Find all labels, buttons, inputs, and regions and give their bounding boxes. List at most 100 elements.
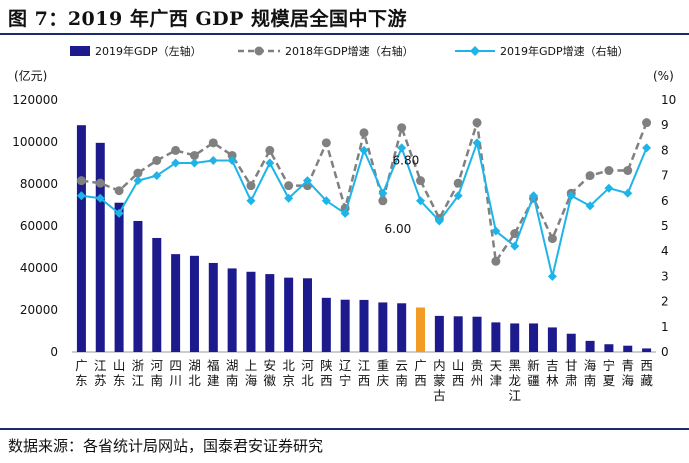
chart-legend: 2019年GDP（左轴） 2018年GDP增速（右轴） 2019年GDP增速（右… bbox=[70, 44, 629, 58]
right-y-tick-label: 3 bbox=[661, 269, 669, 283]
growth-2018-point bbox=[642, 118, 652, 128]
growth-2019-point bbox=[246, 196, 256, 206]
legend-marker-growth-2019 bbox=[470, 46, 480, 56]
chart-annotations: 6.80 6.00 bbox=[385, 154, 420, 236]
left-axis-unit: (亿元) bbox=[14, 68, 47, 83]
gdp-bar bbox=[265, 274, 275, 352]
gdp-bar bbox=[434, 315, 444, 352]
gdp-bar bbox=[566, 333, 576, 352]
gdp-bar bbox=[547, 327, 557, 352]
x-axis-label: 山东 bbox=[113, 358, 126, 388]
x-axis-label: 甘肃 bbox=[565, 358, 578, 388]
left-y-tick-label: 60000 bbox=[20, 219, 58, 233]
growth-2019-point bbox=[76, 191, 86, 201]
gdp-bar bbox=[302, 278, 312, 352]
growth-2019-point bbox=[642, 143, 652, 153]
gdp-bar bbox=[321, 297, 331, 352]
right-y-tick-label: 9 bbox=[661, 118, 669, 132]
x-axis-label: 陕西 bbox=[320, 358, 333, 388]
growth-2019-point bbox=[152, 171, 162, 181]
right-axis-unit: (%) bbox=[653, 69, 674, 83]
gdp-bar bbox=[208, 262, 218, 352]
x-axis-label: 新疆 bbox=[527, 358, 540, 388]
growth-2019-point bbox=[133, 176, 143, 186]
gdp-bar bbox=[623, 345, 633, 352]
x-axis-label: 北京 bbox=[282, 358, 295, 388]
growth-2018-point bbox=[265, 145, 275, 155]
gdp-bar bbox=[359, 299, 369, 352]
footer-divider bbox=[0, 428, 689, 430]
growth-2018-point bbox=[378, 196, 388, 206]
gdp-bar bbox=[416, 307, 426, 352]
left-y-tick-label: 80000 bbox=[20, 177, 58, 191]
x-axis-label: 江苏 bbox=[94, 358, 107, 388]
growth-2018-point bbox=[604, 166, 614, 176]
gdp-bar bbox=[642, 348, 652, 352]
gdp-bar bbox=[114, 202, 124, 352]
growth-2019-point bbox=[510, 241, 520, 251]
growth-2019-point bbox=[434, 216, 444, 226]
gdp-chart: 2019年GDP（左轴） 2018年GDP增速（右轴） 2019年GDP增速（右… bbox=[12, 44, 676, 403]
growth-2018-point bbox=[284, 181, 294, 191]
x-axis-label: 湖北 bbox=[188, 358, 201, 388]
growth-2019-point bbox=[566, 191, 576, 201]
legend-swatch-gdp-2019 bbox=[70, 46, 90, 56]
growth-2019-point bbox=[453, 191, 463, 201]
left-y-tick-label: 100000 bbox=[12, 135, 58, 149]
growth-2019-point bbox=[340, 208, 350, 218]
gdp-bar bbox=[585, 340, 595, 352]
x-axis-label: 四川 bbox=[169, 358, 182, 388]
growth-2018-point bbox=[491, 256, 501, 266]
right-y-tick-label: 2 bbox=[661, 295, 669, 309]
x-axis-label: 浙江 bbox=[132, 358, 145, 388]
growth-2019-point bbox=[416, 196, 426, 206]
gdp-bar bbox=[529, 323, 539, 352]
title-divider bbox=[0, 33, 689, 35]
growth-2018-point bbox=[397, 123, 407, 133]
x-axis-label: 贵州 bbox=[471, 358, 484, 388]
x-axis-label: 吉林 bbox=[546, 358, 559, 388]
x-axis-label: 广东 bbox=[75, 358, 88, 388]
right-y-tick-label: 5 bbox=[661, 219, 669, 233]
growth-2019-point bbox=[227, 155, 237, 165]
gdp-bar bbox=[472, 316, 482, 352]
left-y-axis: 0 20000 40000 60000 80000 100000 120000 bbox=[12, 93, 58, 359]
gdp-bar bbox=[152, 237, 162, 352]
growth-2018-point bbox=[321, 138, 331, 148]
left-y-tick-label: 20000 bbox=[20, 303, 58, 317]
annotation-growth-2018: 6.80 bbox=[393, 154, 420, 168]
growth-2019-point bbox=[284, 193, 294, 203]
legend-marker-growth-2018 bbox=[254, 46, 264, 56]
right-y-axis: 0 1 2 3 4 5 6 7 8 9 10 bbox=[661, 93, 676, 359]
growth-2019-point bbox=[114, 208, 124, 218]
x-axis-labels: 广东江苏山东浙江河南四川湖北福建湖南上海安徽北京河北陕西辽宁江西重庆云南广西内蒙… bbox=[75, 358, 653, 403]
right-y-tick-label: 4 bbox=[661, 244, 669, 258]
growth-2018-point bbox=[95, 178, 105, 188]
page-title: 图 7：2019 年广西 GDP 规模居全国中下游 bbox=[8, 8, 408, 30]
left-y-tick-label: 0 bbox=[50, 345, 58, 359]
growth-2019-point bbox=[321, 196, 331, 206]
left-y-tick-label: 40000 bbox=[20, 261, 58, 275]
growth-2018-point bbox=[547, 234, 557, 244]
growth-2018-series bbox=[76, 118, 652, 266]
growth-2018-point bbox=[359, 128, 369, 138]
gdp-bar bbox=[510, 323, 520, 352]
x-axis-label: 重庆 bbox=[377, 358, 390, 388]
growth-2018-point bbox=[416, 176, 426, 186]
annotation-growth-2019: 6.00 bbox=[385, 222, 412, 236]
x-axis-label: 福建 bbox=[207, 358, 220, 388]
gdp-bar bbox=[227, 268, 237, 352]
right-y-tick-label: 8 bbox=[661, 143, 669, 157]
growth-2018-point bbox=[152, 155, 162, 165]
growth-2018-point bbox=[171, 145, 181, 155]
left-y-tick-label: 120000 bbox=[12, 93, 58, 107]
x-axis-label: 河北 bbox=[301, 358, 314, 388]
growth-2019-point bbox=[189, 158, 199, 168]
growth-2019-point bbox=[397, 143, 407, 153]
growth-2019-point bbox=[378, 188, 388, 198]
growth-2018-point bbox=[133, 168, 143, 178]
growth-2019-point bbox=[623, 188, 633, 198]
gdp-bar bbox=[284, 277, 294, 352]
growth-2019-point bbox=[529, 191, 539, 201]
growth-2019-point bbox=[208, 155, 218, 165]
